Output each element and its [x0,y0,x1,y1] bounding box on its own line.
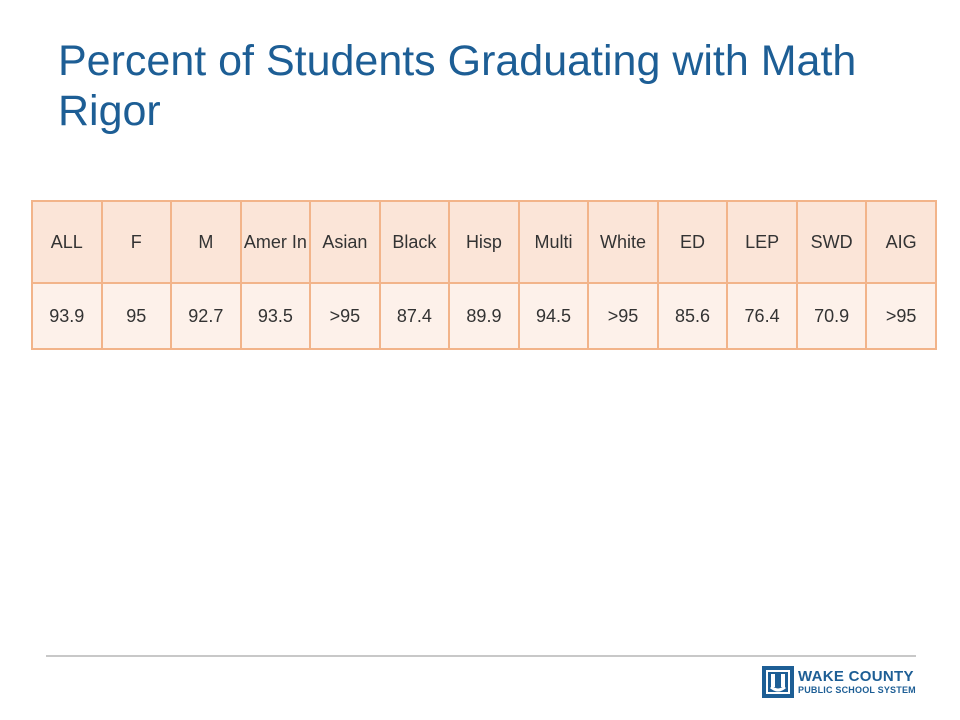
column-header: Hisp [448,200,520,284]
table-cell: 70.9 [795,282,868,350]
slide-title: Percent of Students Graduating with Math… [58,37,857,135]
table-cell: 85.6 [656,282,729,350]
column-header: AIG [865,200,937,284]
column-header: M [170,200,242,284]
footer-divider [46,655,916,657]
wcpss-wordmark: WAKE COUNTY PUBLIC SCHOOL SYSTEM [798,669,916,695]
table-cell: 94.5 [517,282,590,350]
table-cell: 76.4 [726,282,798,350]
column-header: Asian [309,200,381,284]
table-cell: 93.5 [239,282,312,350]
column-header: F [100,200,173,284]
column-header: White [587,200,659,284]
table-cell: 95 [100,282,173,350]
column-header: ED [656,200,729,284]
column-header: Multi [517,200,590,284]
wcpss-logo: WAKE COUNTY PUBLIC SCHOOL SYSTEM [762,664,916,700]
graduation-data-table: ALL F M Amer In Asian Black Hisp Multi W… [31,200,937,350]
column-header: SWD [795,200,868,284]
column-header: Black [378,200,451,284]
column-header: Amer In [239,200,312,284]
wcpss-emblem-icon [762,666,794,698]
header-row: ALL F M Amer In Asian Black Hisp Multi W… [31,200,937,284]
table-cell: 89.9 [448,282,520,350]
table-cell: >95 [587,282,659,350]
table-row: 93.9 95 92.7 93.5 >95 87.4 89.9 94.5 >95… [31,282,937,350]
table-cell: 92.7 [170,282,242,350]
column-header: LEP [726,200,798,284]
table-cell: 87.4 [378,282,451,350]
table-cell: >95 [865,282,937,350]
table-cell: >95 [309,282,381,350]
table-cell: 93.9 [31,282,103,350]
column-header: ALL [31,200,103,284]
brand-name: WAKE COUNTY [798,668,914,685]
brand-subtitle: PUBLIC SCHOOL SYSTEM [798,685,916,695]
